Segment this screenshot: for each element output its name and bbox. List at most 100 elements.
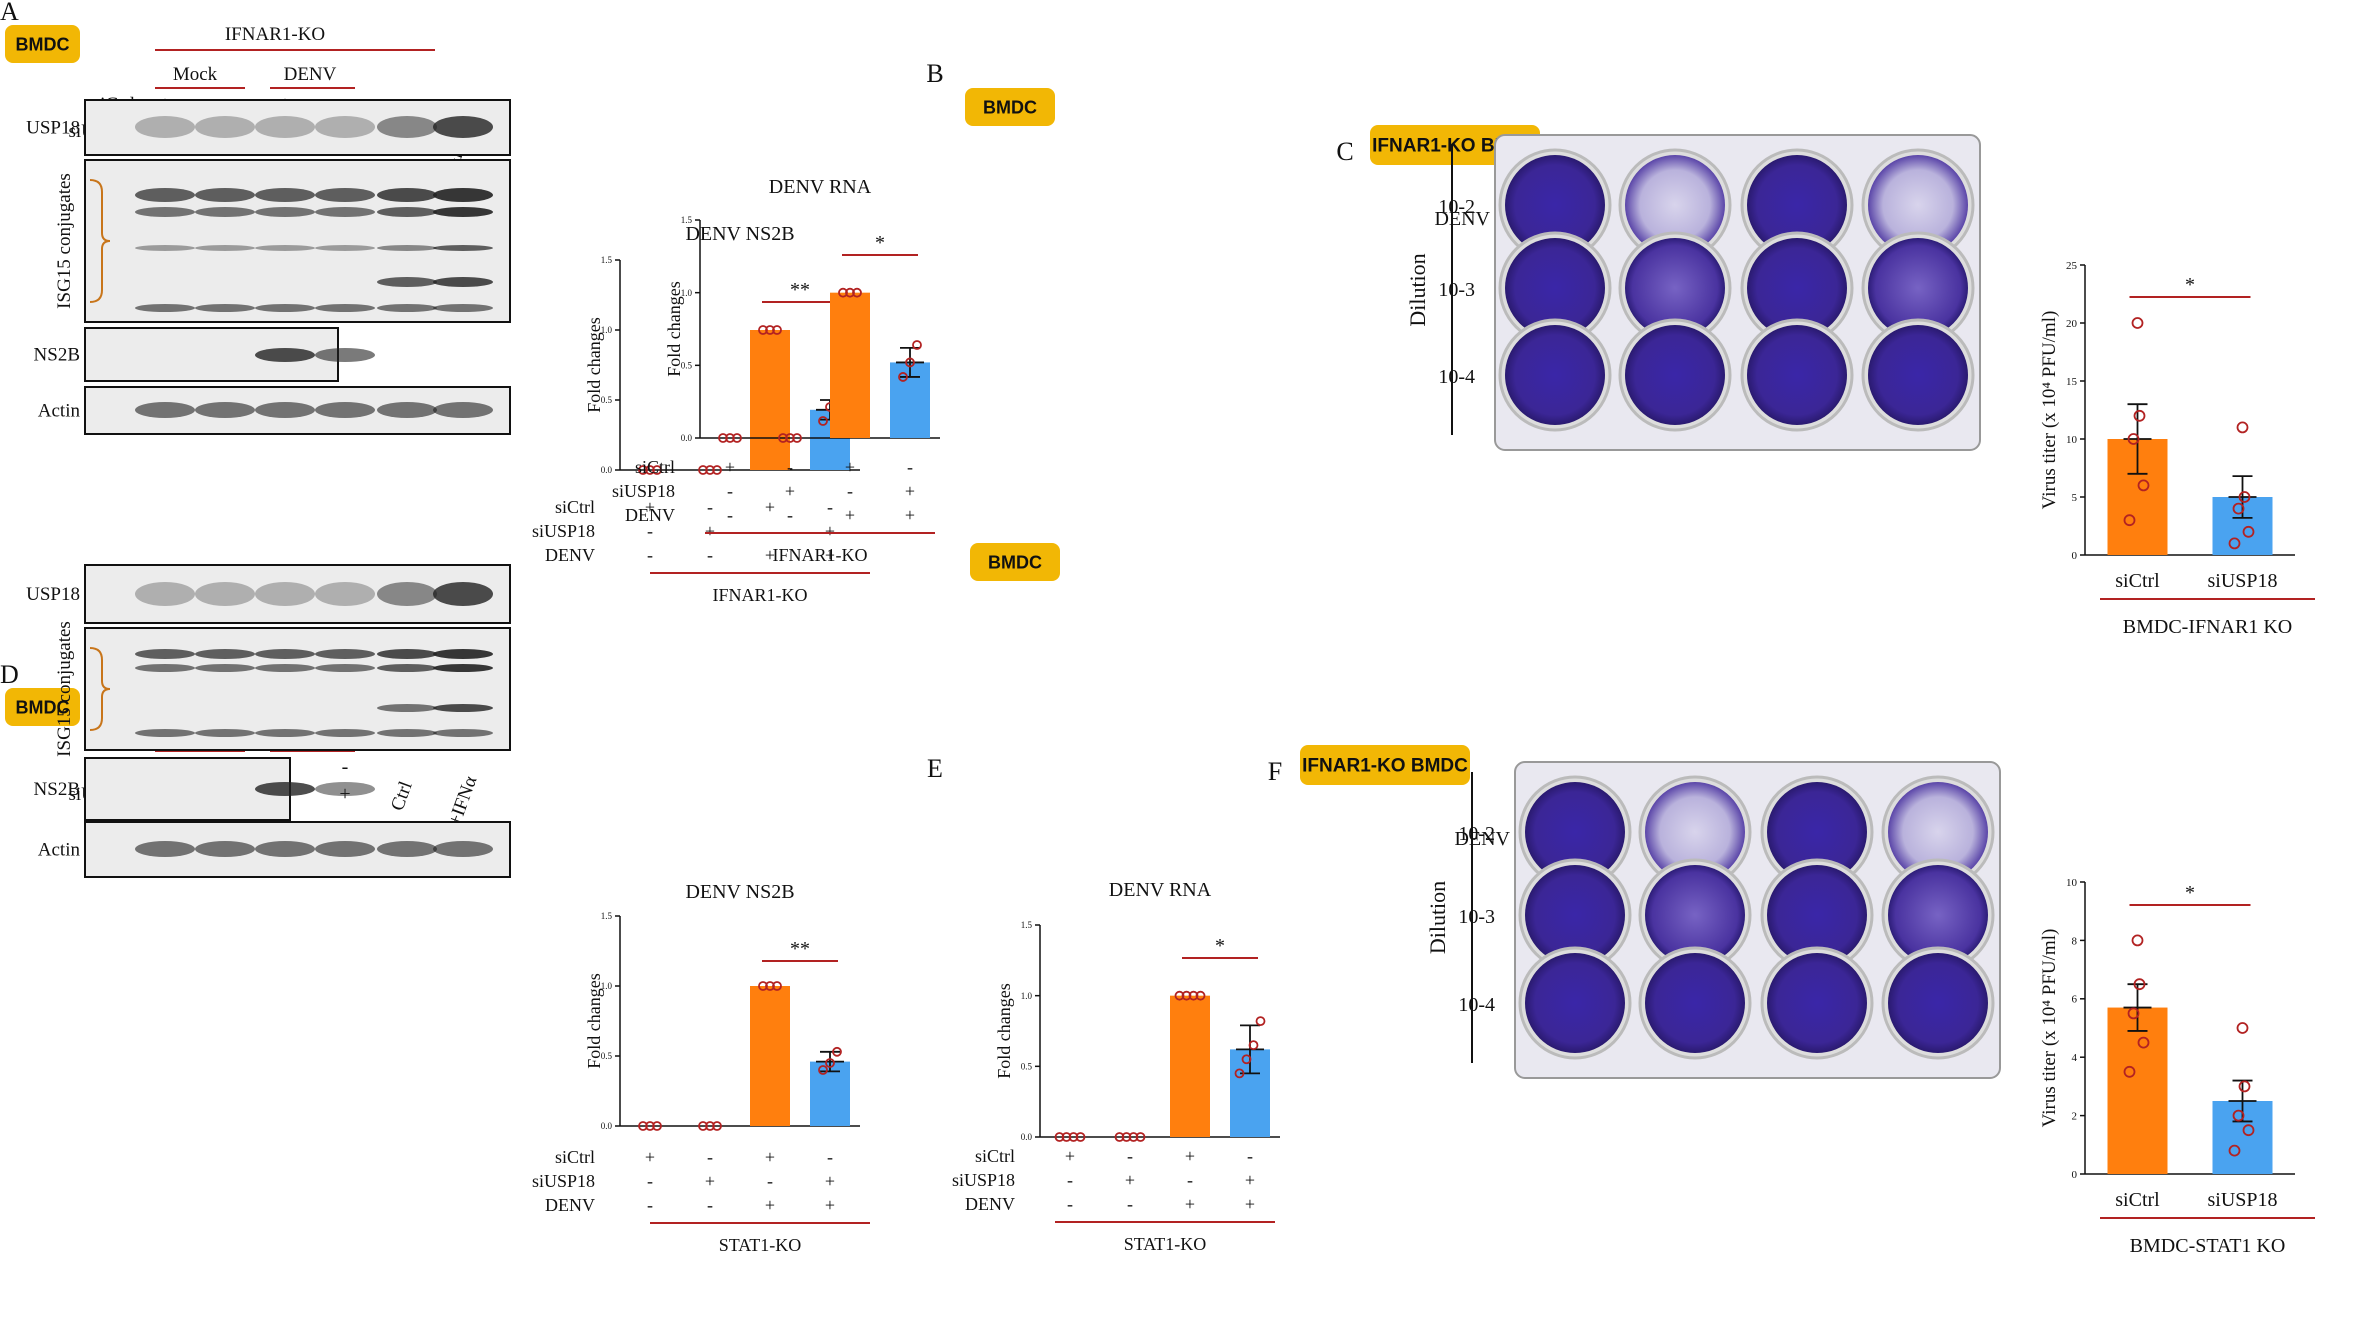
E-bar-cond-sign: - — [1067, 1170, 1073, 1190]
blot-band — [315, 402, 375, 418]
A-bar-point — [645, 465, 655, 475]
panel-letter-D: D — [0, 660, 19, 689]
blot-band — [377, 207, 437, 217]
blot-band — [315, 348, 375, 362]
plate-well — [1645, 782, 1745, 882]
E-bar-point — [1114, 1132, 1125, 1142]
C-bar-point — [2133, 409, 2146, 422]
plate-dilution: 10-3 — [1458, 906, 1495, 928]
C-bar-ytick-label: 5 — [2072, 492, 2078, 504]
tag-A-bg — [5, 25, 80, 63]
F-bar-ylabel: Virus titer (x 10⁴ PFU/ml) — [2039, 929, 2060, 1128]
E-bar-cond-sign: - — [1127, 1146, 1133, 1166]
blot-band — [195, 116, 255, 138]
B-bar-cond-label: siCtrl — [635, 457, 675, 477]
blot-band — [433, 729, 493, 737]
blot-band — [255, 729, 315, 737]
plate-frame-F — [1514, 761, 2001, 1079]
F-bar-point — [2133, 978, 2146, 991]
tag-F-bg — [1300, 745, 1470, 785]
plate-well — [1868, 155, 1968, 255]
E-bar-ytick-label: 1.0 — [1021, 991, 1033, 1001]
plate-dilution: 10-3 — [1438, 279, 1475, 301]
blot-band — [315, 188, 375, 202]
A-bar-ytick-label: 0.0 — [601, 465, 613, 475]
blot-label: USP18 — [26, 118, 80, 139]
blot-band — [135, 841, 195, 857]
C-bar-point — [2127, 433, 2140, 445]
tag-E-bg — [970, 543, 1060, 581]
blot-band — [315, 729, 375, 737]
plate-dilution: 10-2 — [1438, 196, 1475, 218]
A-bar-title: DENV NS2B — [685, 223, 794, 245]
B-bar-title: DENV RNA — [769, 176, 872, 198]
D-bar-point — [698, 1121, 708, 1131]
blot-band — [255, 841, 315, 857]
blot-band — [377, 304, 437, 312]
B-bar-point — [912, 340, 922, 350]
blot-band — [377, 188, 437, 202]
E-bar-cond-sign: + — [1185, 1194, 1195, 1214]
plate-well — [1767, 865, 1867, 965]
D-bar-title: DENV NS2B — [685, 881, 794, 903]
C-bar-point — [2238, 491, 2251, 503]
E-bar-cond-sign: + — [1185, 1146, 1195, 1166]
C-bar-point — [2123, 514, 2136, 527]
blot-label: NS2B — [34, 779, 80, 800]
D-bar-cond-label: siCtrl — [555, 1147, 595, 1167]
blot-band — [433, 245, 493, 251]
plate-well — [1888, 865, 1988, 965]
A-bar-point — [772, 325, 782, 335]
blot-band — [255, 664, 315, 672]
A-bar-cond-label: siCtrl — [555, 497, 595, 517]
plate-dilution: 10-4 — [1438, 366, 1475, 388]
A-bar-ytick-label: 0.5 — [601, 395, 613, 405]
E-bar-cond-sign: + — [1125, 1170, 1135, 1190]
plate-well — [1747, 155, 1847, 255]
C-bar-category: siCtrl — [2115, 570, 2160, 592]
A-bar-cond-label: DENV — [545, 545, 595, 565]
plate-dilution-label: Dilution — [1425, 881, 1450, 954]
blot-band — [315, 207, 375, 217]
D-bar-point — [652, 1121, 662, 1131]
E-bar-cond-label: DENV — [965, 1194, 1015, 1214]
blot-band — [255, 207, 315, 217]
blot-band — [433, 402, 493, 418]
A-bar-sig-label: ** — [790, 279, 810, 301]
blot-band — [135, 582, 195, 606]
plate-dilution: 10-4 — [1458, 994, 1495, 1016]
E-bar-point — [1181, 990, 1192, 1001]
plate-well — [1505, 325, 1605, 425]
F-bar-point — [2127, 1007, 2140, 1020]
blot-band — [255, 582, 315, 606]
E-bar-ylabel: Fold changes — [994, 983, 1014, 1078]
tag-B-bg — [965, 88, 1055, 126]
blot-band — [377, 116, 437, 138]
B-bar-ytick-label: 0.0 — [681, 433, 693, 443]
B-bar-cond-sign: - — [727, 481, 733, 501]
panel-letter-C: C — [1336, 137, 1353, 166]
E-bar-cond-sign: - — [1067, 1194, 1073, 1214]
C-bar-ytick-label: 0 — [2072, 550, 2078, 562]
A-bar-point — [705, 465, 715, 475]
row1-sign: - — [342, 756, 349, 778]
B-bar-bar — [830, 292, 870, 438]
F-bar-ytick-label: 4 — [2072, 1052, 2078, 1064]
E-bar-point — [1188, 990, 1199, 1001]
E-bar-point — [1061, 1132, 1072, 1142]
B-bar-point — [778, 433, 788, 443]
B-bar-point — [785, 433, 795, 443]
D-bar-point — [645, 1121, 655, 1131]
C-bar-point — [2232, 502, 2245, 515]
C-bar-ylabel: Virus titer (x 10⁴ PFU/ml) — [2039, 311, 2060, 510]
E-bar-cond-sign: - — [1247, 1146, 1253, 1166]
F-bar-ytick-label: 0 — [2072, 1169, 2078, 1181]
B-bar-group-label: IFNAR1-KO — [772, 545, 867, 565]
E-bar-point — [1195, 990, 1206, 1001]
B-bar-point — [792, 433, 802, 443]
blot-band — [255, 116, 315, 138]
blot-band — [315, 649, 375, 659]
A-bar-cond-sign: + — [705, 521, 715, 541]
blot-box-A — [84, 159, 511, 323]
plate-well — [1625, 325, 1725, 425]
